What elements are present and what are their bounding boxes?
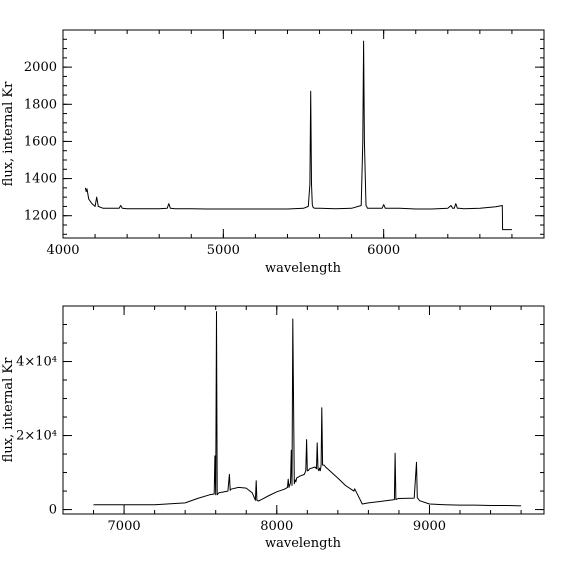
y-tick-label: 1200 xyxy=(24,209,57,224)
spectrum-panel-top: 4000 5000 6000 1200 1400 1600 1800 2000 wavele… xyxy=(1,29,545,276)
x-tick-label: 8000 xyxy=(260,519,293,534)
y-tick-label: 1600 xyxy=(24,134,57,149)
x-tick-label: 4000 xyxy=(46,243,79,258)
y-tick-label: 1400 xyxy=(24,172,57,187)
spectrum-panel-bottom: 7000 8000 9000 0 2×10⁴ 4×10⁴ wavelength flux… xyxy=(1,305,545,551)
x-tick-label: 7000 xyxy=(108,519,141,534)
y-tick-label: 4×10⁴ xyxy=(16,355,57,370)
x-tick-label: 6000 xyxy=(367,243,400,258)
y-tick-label: 0 xyxy=(49,503,57,518)
plot-frame xyxy=(62,305,545,515)
x-tick-label: 9000 xyxy=(413,519,446,534)
y-tick-label: 1800 xyxy=(24,97,57,112)
y-axis-label: flux, internal Kr xyxy=(1,81,16,186)
plot-frame xyxy=(62,29,545,239)
x-tick-label: 5000 xyxy=(207,243,240,258)
y-tick-label: 2×10⁴ xyxy=(16,429,57,444)
y-axis-label: flux, internal Kr xyxy=(1,357,16,462)
x-axis-label: wavelength xyxy=(265,261,342,276)
x-axis-label: wavelength xyxy=(265,536,342,551)
y-tick-label: 2000 xyxy=(24,60,57,75)
spectrum-line xyxy=(84,40,512,231)
spectrum-line xyxy=(93,311,522,507)
